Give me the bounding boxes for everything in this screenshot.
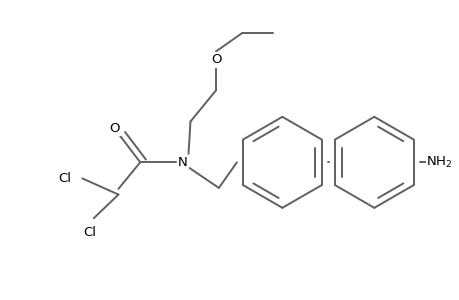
- Text: Cl: Cl: [58, 172, 71, 185]
- Text: O: O: [210, 53, 221, 67]
- Text: N: N: [178, 156, 187, 169]
- Text: NH$_2$: NH$_2$: [425, 155, 452, 170]
- Text: O: O: [109, 122, 120, 135]
- Text: Cl: Cl: [83, 226, 96, 239]
